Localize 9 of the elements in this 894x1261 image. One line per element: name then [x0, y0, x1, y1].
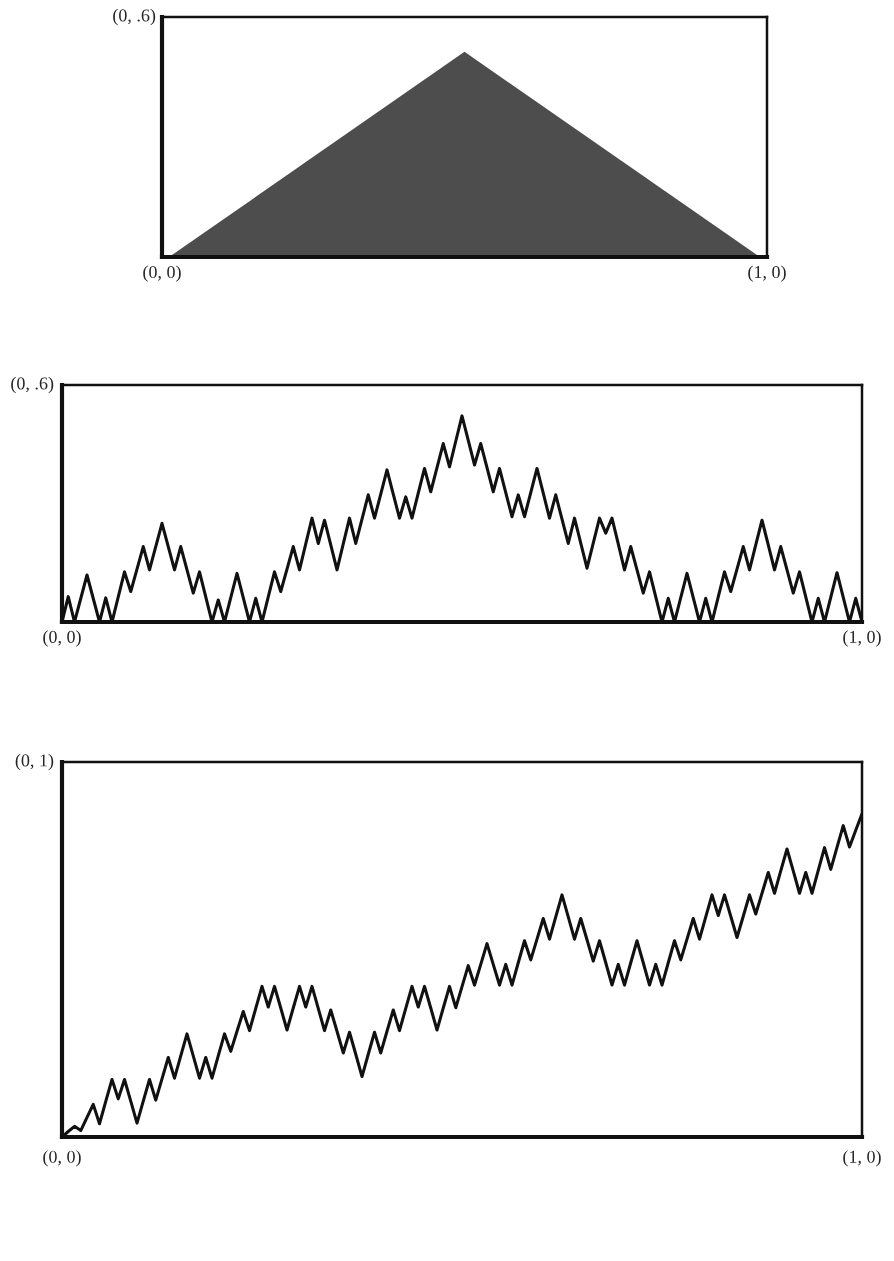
text: (0, 1): [15, 753, 54, 771]
text: (0, .6): [113, 8, 156, 26]
text: (1, 0): [843, 630, 881, 647]
text: (0, 0): [43, 630, 81, 647]
text: (1, 0): [748, 265, 786, 282]
text: (0, .6): [11, 376, 54, 394]
text: (0, 0): [143, 265, 181, 282]
text: (1, 0): [843, 1150, 881, 1167]
text: (0, 0): [43, 1150, 81, 1167]
